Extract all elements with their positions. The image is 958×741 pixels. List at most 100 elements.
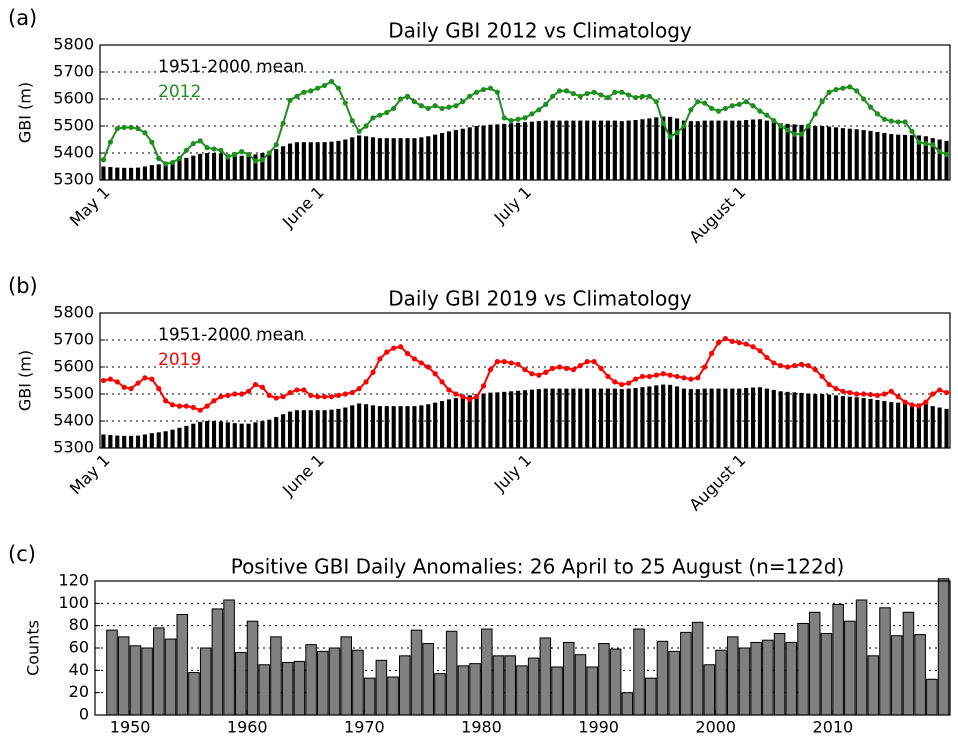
bar: [191, 423, 196, 448]
bar: [923, 404, 928, 448]
line-point: [204, 145, 210, 151]
line-point: [584, 359, 590, 365]
line-point: [411, 356, 418, 362]
y-tick-label: 5600: [53, 357, 94, 376]
line-point: [142, 375, 148, 381]
line-point: [480, 86, 487, 93]
bar: [598, 643, 610, 716]
bar: [551, 666, 563, 716]
bar: [688, 389, 693, 448]
legend-label: 2012: [158, 82, 201, 102]
bar: [702, 120, 707, 180]
line-point: [363, 379, 369, 385]
line-point: [639, 93, 646, 99]
bar: [592, 120, 597, 180]
bar: [867, 655, 880, 716]
bar: [621, 692, 634, 716]
x-tick-label: 2010: [813, 718, 854, 737]
line-point: [321, 394, 328, 400]
line-point: [750, 344, 756, 350]
line-point: [418, 103, 424, 109]
bar: [377, 138, 382, 180]
bar: [405, 406, 410, 448]
bar: [605, 388, 610, 448]
line-point: [736, 101, 742, 107]
bar: [352, 649, 364, 716]
bar: [205, 421, 210, 448]
bar: [923, 136, 928, 180]
bar: [930, 138, 935, 180]
line-point: [798, 131, 805, 137]
bar: [702, 388, 707, 448]
line-point: [867, 104, 874, 110]
bar: [322, 410, 327, 448]
bar: [308, 142, 313, 180]
bar: [375, 659, 388, 716]
bar: [557, 120, 562, 180]
line-point: [943, 151, 950, 157]
line-point: [570, 91, 576, 97]
bar: [184, 425, 189, 448]
line-point: [632, 95, 639, 101]
bar: [840, 128, 845, 180]
bar: [135, 435, 141, 448]
line-point: [308, 392, 314, 398]
y-tick-label: 5700: [53, 62, 94, 81]
bar: [529, 389, 534, 448]
line-point: [764, 354, 770, 361]
y-tick-label: 100: [58, 593, 89, 612]
bar: [350, 137, 355, 180]
bar: [198, 421, 203, 448]
line-point: [653, 372, 659, 378]
bar: [744, 120, 749, 180]
bar: [453, 130, 458, 180]
line-point: [239, 391, 245, 397]
bar: [681, 120, 687, 180]
bar: [619, 121, 624, 180]
bar: [808, 611, 821, 716]
bar: [422, 643, 434, 716]
line-point: [778, 123, 784, 129]
bar: [460, 128, 465, 180]
bar: [840, 396, 845, 448]
bar: [211, 421, 217, 448]
bar: [384, 138, 389, 180]
line-point: [805, 363, 811, 369]
line-point: [529, 111, 535, 117]
line-point: [501, 359, 507, 365]
bar: [709, 388, 714, 448]
bar: [350, 405, 355, 448]
bar: [426, 404, 431, 448]
bar: [516, 665, 528, 716]
line-point: [909, 402, 915, 408]
bar: [522, 390, 528, 448]
line-point: [356, 128, 362, 134]
bar: [806, 393, 811, 448]
line-point: [536, 107, 542, 113]
bar: [149, 433, 154, 448]
line-point: [702, 364, 708, 370]
bar: [792, 124, 797, 180]
bar: [695, 121, 700, 180]
bar: [101, 166, 106, 180]
bar: [108, 435, 113, 448]
bar: [317, 650, 329, 716]
line-point: [487, 85, 494, 91]
bar: [218, 153, 224, 180]
bar: [199, 647, 212, 716]
line-point: [315, 85, 321, 91]
bar: [896, 134, 901, 180]
bar: [246, 620, 259, 716]
bar: [571, 120, 576, 180]
bar: [246, 423, 251, 448]
bar: [446, 399, 452, 448]
line-point: [605, 373, 611, 380]
line-point: [785, 364, 791, 370]
bar: [785, 123, 790, 180]
bar: [668, 116, 673, 180]
bar: [726, 636, 739, 716]
bar: [868, 398, 873, 448]
line-point: [612, 89, 618, 95]
y-tick-label: 5600: [53, 89, 94, 108]
bar: [163, 431, 168, 448]
